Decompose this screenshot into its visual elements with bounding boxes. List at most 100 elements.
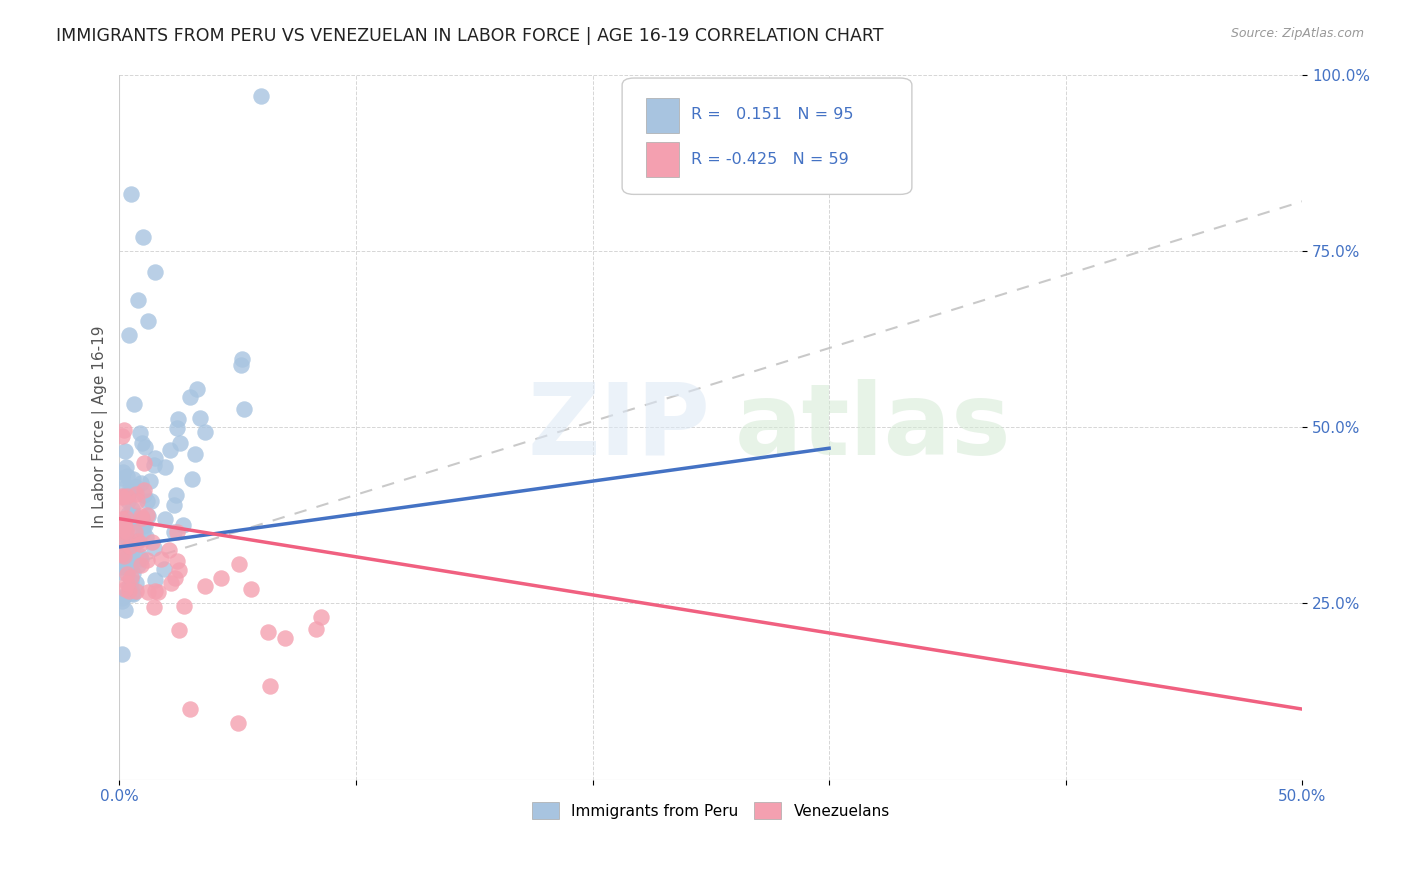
Point bbox=[124, 508, 146, 522]
Point bbox=[186, 382, 208, 396]
Point bbox=[111, 490, 134, 504]
Point bbox=[117, 507, 139, 521]
Point bbox=[115, 567, 138, 582]
Point bbox=[112, 546, 135, 560]
Point bbox=[259, 679, 281, 693]
Point bbox=[112, 518, 135, 533]
Point bbox=[135, 553, 157, 567]
Point bbox=[120, 549, 142, 563]
Point bbox=[114, 560, 136, 574]
Point bbox=[118, 484, 141, 499]
Point bbox=[127, 558, 149, 573]
Point bbox=[188, 410, 211, 425]
Point bbox=[179, 390, 201, 404]
Text: atlas: atlas bbox=[734, 378, 1011, 475]
Point bbox=[121, 586, 143, 600]
Point bbox=[231, 352, 253, 367]
Point bbox=[115, 460, 138, 475]
Point bbox=[166, 553, 188, 567]
Point bbox=[139, 475, 162, 489]
Point bbox=[111, 534, 134, 549]
Point bbox=[124, 524, 146, 539]
Point bbox=[167, 563, 190, 577]
Point bbox=[118, 583, 141, 598]
Point bbox=[125, 487, 148, 501]
Point bbox=[143, 265, 166, 279]
Point bbox=[134, 483, 156, 498]
Point bbox=[112, 518, 135, 533]
Point bbox=[131, 510, 153, 524]
Point bbox=[125, 576, 148, 591]
Point bbox=[115, 524, 138, 538]
Point bbox=[125, 533, 148, 548]
Legend: Immigrants from Peru, Venezuelans: Immigrants from Peru, Venezuelans bbox=[526, 796, 896, 825]
Point bbox=[179, 702, 201, 716]
Point bbox=[163, 499, 186, 513]
Point bbox=[132, 524, 155, 539]
Point bbox=[129, 549, 152, 563]
Point bbox=[160, 575, 183, 590]
Point bbox=[167, 412, 190, 426]
Point bbox=[159, 442, 181, 457]
Point bbox=[120, 508, 142, 522]
Point bbox=[136, 314, 159, 328]
Point bbox=[120, 539, 142, 553]
Point bbox=[114, 511, 136, 525]
Text: IMMIGRANTS FROM PERU VS VENEZUELAN IN LABOR FORCE | AGE 16-19 CORRELATION CHART: IMMIGRANTS FROM PERU VS VENEZUELAN IN LA… bbox=[56, 27, 884, 45]
Point bbox=[180, 472, 202, 486]
Point bbox=[165, 571, 187, 585]
Point bbox=[129, 558, 152, 572]
Point bbox=[111, 548, 134, 562]
Point bbox=[163, 525, 186, 540]
Point bbox=[122, 566, 145, 580]
Point bbox=[120, 569, 142, 583]
Point bbox=[129, 475, 152, 490]
Point bbox=[120, 187, 142, 202]
Point bbox=[157, 543, 180, 558]
Point bbox=[127, 533, 149, 548]
Point bbox=[111, 471, 134, 485]
Point bbox=[165, 488, 187, 502]
Point bbox=[309, 610, 332, 624]
Point bbox=[112, 465, 135, 479]
Text: R = -0.425   N = 59: R = -0.425 N = 59 bbox=[690, 152, 848, 167]
Point bbox=[118, 328, 141, 343]
Point bbox=[194, 425, 217, 439]
FancyBboxPatch shape bbox=[621, 78, 912, 194]
Point bbox=[117, 494, 139, 508]
Point bbox=[136, 508, 159, 523]
Point bbox=[304, 622, 326, 636]
Point bbox=[143, 450, 166, 465]
Point bbox=[143, 584, 166, 599]
Y-axis label: In Labor Force | Age 16-19: In Labor Force | Age 16-19 bbox=[93, 326, 108, 528]
Point bbox=[134, 440, 156, 454]
Point bbox=[111, 519, 134, 533]
Point bbox=[233, 402, 256, 417]
Point bbox=[153, 561, 176, 575]
Point bbox=[111, 555, 134, 569]
Point bbox=[129, 537, 152, 551]
Point bbox=[124, 480, 146, 494]
Point bbox=[149, 552, 172, 566]
Point bbox=[111, 536, 134, 550]
Point bbox=[112, 549, 135, 563]
Point bbox=[120, 574, 142, 588]
Point bbox=[114, 602, 136, 616]
Point bbox=[131, 436, 153, 450]
Point bbox=[173, 599, 195, 613]
Point bbox=[136, 494, 159, 508]
Point bbox=[111, 594, 134, 608]
Point bbox=[132, 518, 155, 533]
Point bbox=[111, 565, 134, 579]
Point bbox=[120, 559, 142, 574]
Point bbox=[121, 472, 143, 486]
Point bbox=[135, 530, 157, 544]
Point bbox=[153, 512, 176, 526]
Point bbox=[112, 423, 135, 437]
Point bbox=[115, 489, 138, 503]
Point bbox=[117, 517, 139, 532]
Point bbox=[226, 716, 249, 731]
Point bbox=[194, 579, 217, 593]
Point bbox=[111, 524, 134, 539]
Point bbox=[136, 585, 159, 599]
